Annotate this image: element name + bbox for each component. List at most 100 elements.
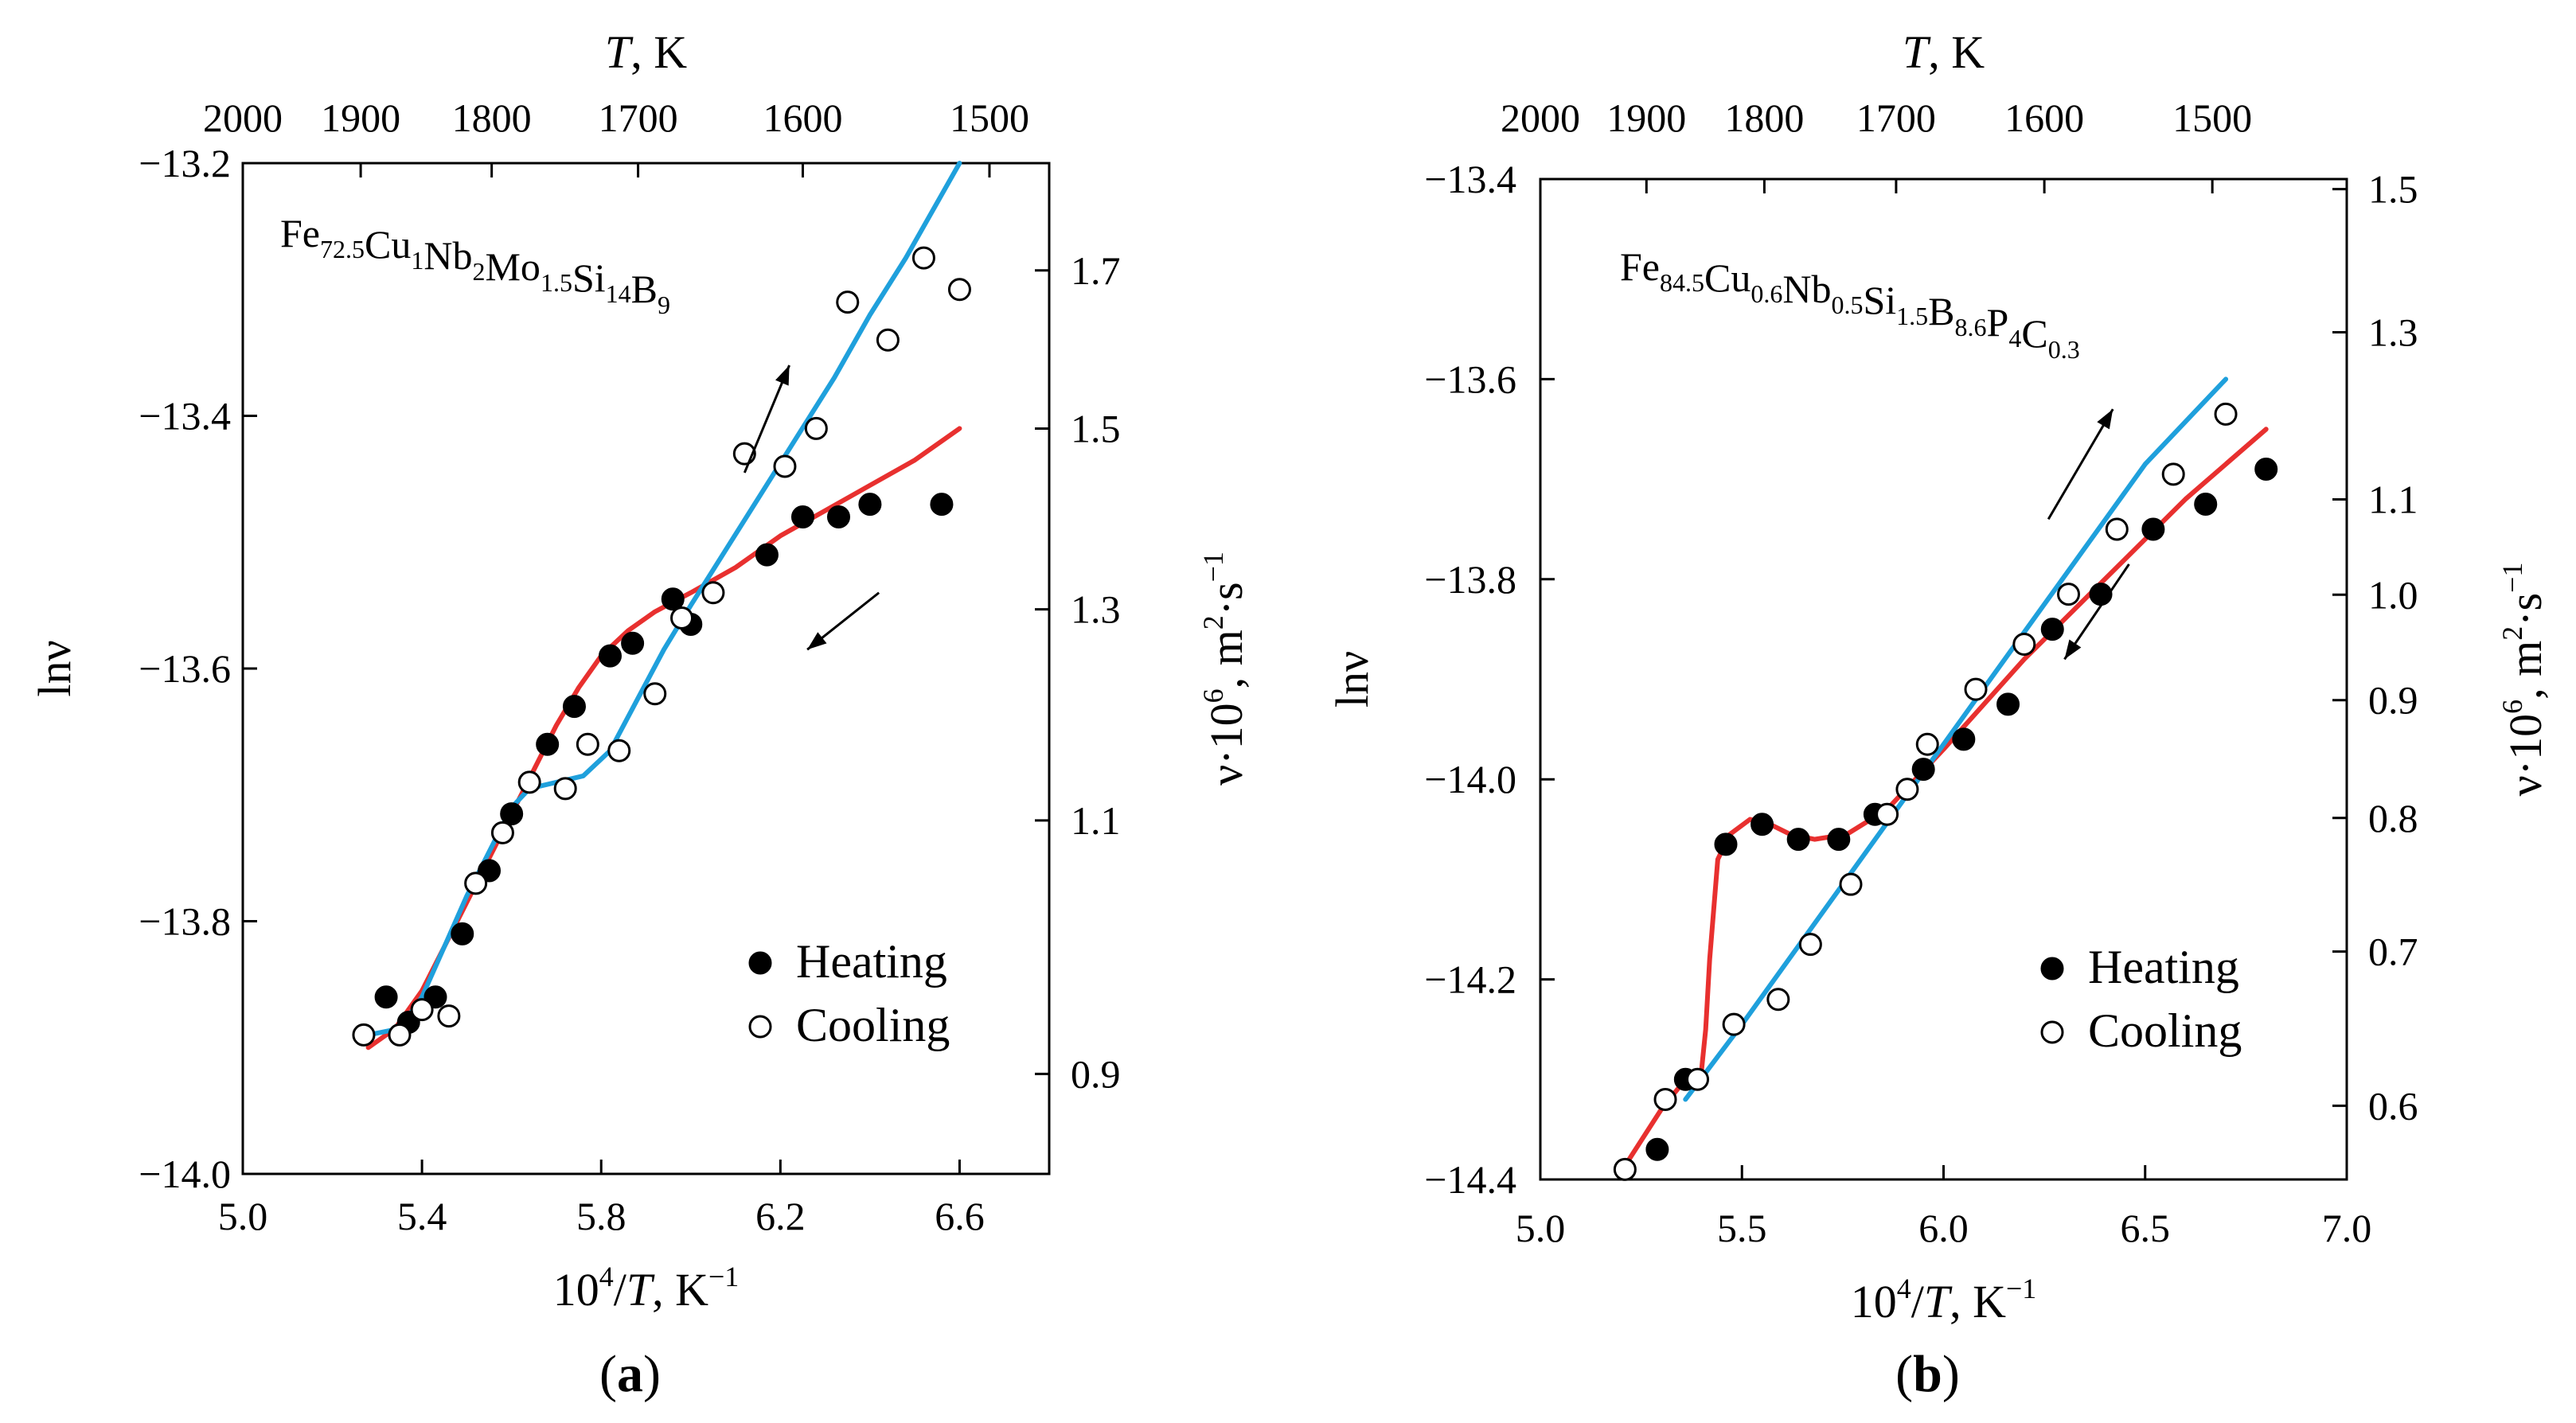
right-tick-label: 0.9 (2368, 678, 2418, 723)
legend-heating-marker (748, 951, 772, 975)
right-axis-title: ν·106, m2·s−1 (1197, 552, 1252, 786)
composition-subscript: 8.6 (1955, 313, 1987, 341)
y-tick-label: −14.4 (1424, 1157, 1516, 1202)
x-tick-label: 5.5 (1717, 1206, 1767, 1250)
cooling-point (437, 1004, 461, 1028)
composition-element: B (1928, 289, 1954, 333)
cooling-point (1613, 1157, 1637, 1181)
heating-point (2141, 517, 2165, 541)
heating-point (621, 631, 645, 655)
cooling-point (643, 682, 667, 706)
composition-element: Si (572, 255, 606, 300)
right-tick-label: 1.0 (2368, 572, 2418, 617)
right-axis-title-part: ν·10 (2500, 714, 2551, 797)
heating-point (790, 505, 814, 528)
direction-arrow-line (743, 365, 790, 474)
heating-point (1911, 758, 1935, 782)
cooling-point (607, 739, 631, 762)
cooling-point (2105, 517, 2129, 541)
cooling-point (1839, 872, 1863, 896)
x-tick-label: 5.4 (397, 1194, 447, 1238)
direction-arrow-head (2097, 409, 2113, 430)
x-axis-title-part: −1 (708, 1261, 739, 1292)
cooling-point (517, 770, 541, 794)
cooling-point (2057, 583, 2081, 606)
heating-point (598, 644, 622, 668)
x-tick-label: 6.6 (935, 1194, 985, 1238)
x-axis-title-part: −1 (2006, 1273, 2036, 1304)
heating-point (1786, 828, 1810, 852)
cooling-point (490, 821, 514, 844)
heating-point (2194, 493, 2218, 517)
composition-subscript: 1.5 (541, 268, 572, 297)
composition-element: Si (1863, 278, 1896, 322)
legend-heating-label: Heating (796, 935, 947, 988)
top-tick-label: 1900 (321, 96, 400, 140)
x-axis-title: 104/T, K−1 (553, 1261, 740, 1316)
right-axis-title-part: 6 (1197, 688, 1229, 703)
cooling-point (1653, 1087, 1677, 1111)
cooling-point (1964, 677, 1988, 701)
heating-point (1827, 828, 1851, 852)
y-tick-label: −13.4 (139, 394, 231, 439)
top-axis-title-var: T (1903, 26, 1931, 78)
fit-curve-cooling-fit (1683, 376, 2229, 1102)
top-axis-title-unit: , K (1928, 26, 1985, 78)
cooling-point (2012, 633, 2036, 657)
cooling-point (1915, 732, 1939, 756)
y-tick-label: −13.6 (1424, 357, 1516, 401)
right-axis-title: ν·106, m2·s−1 (2496, 563, 2551, 797)
cooling-point (1875, 802, 1899, 826)
x-axis-title-part: T (1924, 1276, 1953, 1327)
right-tick-label: 1.3 (1071, 587, 1121, 632)
cooling-point (876, 328, 900, 352)
x-tick-label: 6.5 (2121, 1206, 2171, 1250)
y-tick-label: −13.2 (139, 141, 231, 185)
heating-point (1996, 692, 2020, 716)
right-axis-title-part: 2 (1197, 615, 1229, 630)
composition-subscript: 14 (606, 279, 631, 308)
panel-b: 5.0 5.5 6.0 6.5 7.0 −14.4 −14.2 −14.0 −13.8 −13.6… (1326, 26, 2551, 1403)
cooling-point (410, 998, 434, 1022)
legend-cooling-marker (2040, 1020, 2064, 1044)
panel-label-part: b (1913, 1345, 1942, 1403)
right-tick-label: 1.1 (1071, 798, 1121, 843)
x-axis-title-part: , K (1950, 1276, 2006, 1327)
cooling-point (701, 581, 725, 605)
cooling-point (836, 290, 860, 314)
heating-point (930, 493, 954, 517)
composition-element: Fe (280, 211, 320, 255)
heating-point (562, 695, 586, 719)
x-axis-title-part: , K (652, 1264, 708, 1316)
y-tick-label: −14.0 (139, 1152, 231, 1196)
cooling-point (911, 246, 935, 270)
right-tick-label: 1.5 (1071, 406, 1121, 450)
x-tick-label: 5.8 (576, 1194, 626, 1238)
x-tick-label: 6.0 (1918, 1206, 1969, 1250)
right-axis-title-part: ·s (2500, 593, 2551, 626)
composition-element: B (631, 267, 658, 311)
top-tick-label: 2000 (1501, 96, 1580, 140)
cooling-point (2214, 402, 2238, 426)
top-tick-label: 1800 (1724, 96, 1804, 140)
y-tick-label: −14.2 (1424, 957, 1516, 1002)
cooling-point (1766, 988, 1790, 1012)
composition-subscript: 1.5 (1896, 302, 1928, 330)
direction-arrow-line (2063, 563, 2130, 661)
right-tick-label: 0.6 (2368, 1083, 2418, 1128)
composition-subscript: 2 (472, 257, 485, 286)
x-axis-title: 104/T, K−1 (1851, 1273, 2037, 1327)
x-tick-label: 6.2 (755, 1194, 806, 1238)
top-tick-label: 1600 (2004, 96, 2084, 140)
right-tick-label: 1.5 (2368, 167, 2418, 212)
panel-label-part: a (617, 1345, 643, 1403)
cooling-point (2161, 462, 2185, 486)
cooling-point (1798, 933, 1822, 957)
right-axis-title-part: , m (1200, 630, 1252, 688)
y-tick-label: −13.8 (139, 899, 231, 944)
y-axis-title: lnν (1326, 651, 1378, 708)
heating-point (1751, 813, 1774, 836)
composition-element: C (2021, 311, 2047, 356)
x-axis-title-part: / (1911, 1276, 1925, 1327)
top-axis-title: T, K (605, 26, 687, 78)
